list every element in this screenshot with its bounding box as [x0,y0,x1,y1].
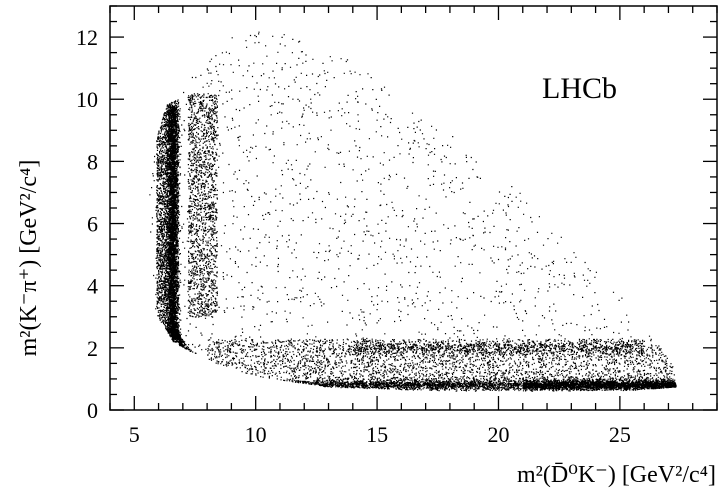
x-tick-label: 10 [245,422,267,447]
y-tick-label: 2 [87,336,98,361]
y-tick-label: 12 [76,25,98,50]
y-tick-label: 6 [87,212,98,237]
y-tick-label: 10 [76,87,98,112]
tick-labels: 5 10 15 20 25 0 2 4 6 8 10 12 [76,25,631,447]
x-axis-title: m²(D̄⁰K⁻) [GeV²/c⁴] [517,462,716,488]
x-tick-label: 5 [129,422,140,447]
lhcb-label: LHCb [542,72,617,105]
scatter-point-cloud [149,31,677,392]
x-tick-label: 20 [487,422,509,447]
scatter-points [149,31,677,392]
x-tick-label: 15 [366,422,388,447]
y-tick-label: 8 [87,149,98,174]
axis-ticks [109,5,718,411]
y-tick-label: 0 [87,398,98,423]
x-tick-label: 25 [609,422,631,447]
y-tick-label: 4 [87,274,98,299]
y-axis-title: m²(K⁻π⁺) [GeV²/c⁴] [16,160,42,357]
